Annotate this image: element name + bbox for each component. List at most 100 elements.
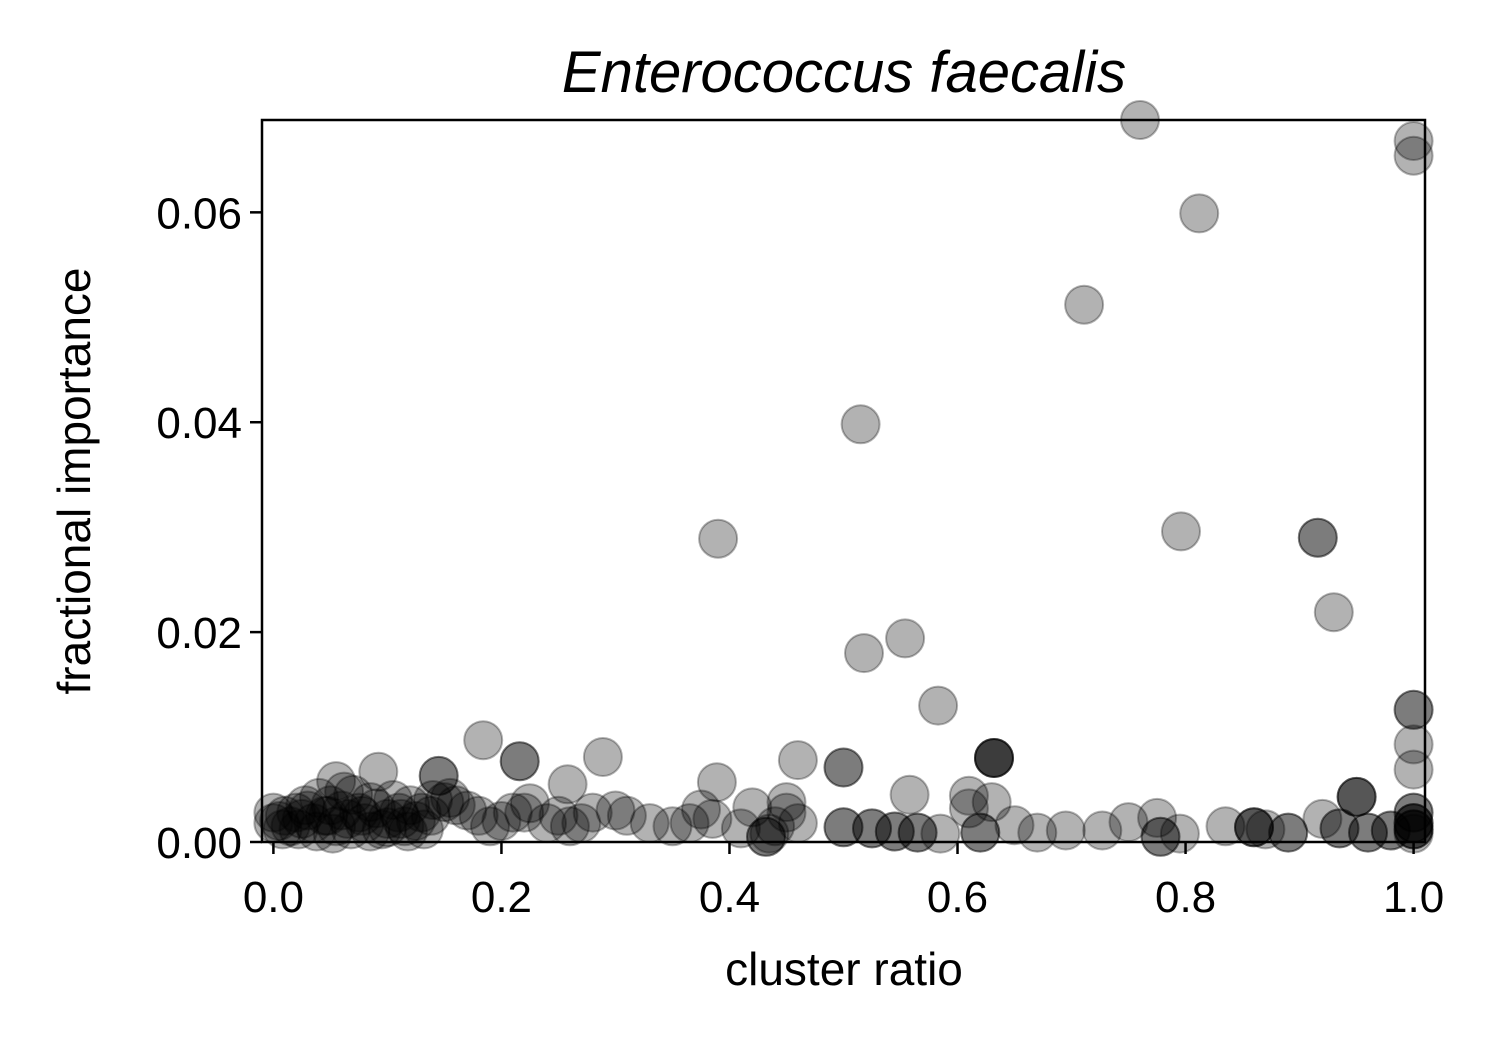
scatter-point [1268, 812, 1309, 853]
scatter-point [948, 775, 989, 816]
x-tick-label: 0.6 [927, 873, 988, 922]
scatter-point [330, 809, 371, 850]
scatter-point [1140, 816, 1181, 857]
scatter-point [308, 795, 349, 836]
scatter-point [1370, 810, 1411, 851]
scatter-point [270, 806, 311, 847]
scatter-point [321, 790, 362, 831]
scatter-point [324, 771, 365, 812]
scatter-point [1393, 135, 1434, 176]
scatter-point [994, 805, 1035, 846]
scatter-point [413, 780, 453, 820]
scatter-point [1234, 807, 1274, 848]
scatter-point [547, 764, 588, 805]
scatter-point [262, 809, 303, 850]
scatter-point [395, 801, 436, 841]
scatter-point [259, 801, 300, 841]
scatter-point [1336, 776, 1377, 817]
scatter-point [823, 807, 864, 848]
scatter-point [424, 782, 465, 823]
scatter-point [746, 816, 786, 857]
scatter-point [356, 788, 396, 829]
scatter-point [1234, 807, 1274, 848]
y-tick-label: 0.04 [156, 399, 242, 448]
scatter-point [971, 782, 1012, 823]
data-points [253, 100, 1434, 857]
x-tick-label: 0.8 [1155, 873, 1216, 922]
plot-frame [260, 118, 1427, 844]
scatter-point [418, 755, 459, 796]
scatter-point [1313, 592, 1354, 633]
scatter-point [582, 737, 623, 777]
scatter-point [1393, 792, 1434, 833]
scatter-point [338, 792, 379, 833]
scatter-point [367, 798, 408, 839]
scatter-point [1140, 816, 1181, 857]
x-tick-label: 0.4 [699, 873, 760, 922]
scatter-point [316, 806, 357, 847]
scatter-point [766, 792, 807, 833]
scatter-point [1205, 806, 1246, 847]
scatter-point [974, 738, 1014, 778]
scatter-point [285, 785, 326, 826]
scatter-point [299, 777, 339, 818]
scatter-point [823, 747, 864, 788]
scatter-point [509, 783, 550, 824]
scatter-point [918, 685, 959, 726]
scatter-point [1393, 749, 1434, 790]
scatter-point [732, 787, 773, 828]
scatter-point [499, 741, 540, 782]
scatter-point [373, 780, 414, 820]
x-axis: 0.0 0.2 0.4 0.6 0.8 1.0 [243, 842, 1444, 922]
scatter-point [350, 782, 391, 823]
scatter-point [920, 813, 961, 854]
scatter-point [378, 792, 419, 833]
scatter-point [572, 792, 613, 833]
x-tick-label: 0.0 [243, 873, 304, 922]
scatter-point [1179, 193, 1220, 234]
scatter-point [720, 808, 761, 849]
scatter-point [418, 755, 459, 796]
scatter-point [342, 795, 383, 836]
scatter-point [1082, 810, 1123, 851]
scatter-point [823, 747, 864, 788]
scatter-point [316, 761, 357, 802]
scatter-point [1393, 121, 1434, 161]
scatter-point [390, 785, 431, 826]
scatter-point [1234, 807, 1274, 848]
scatter-point [264, 795, 305, 836]
x-axis-label: cluster ratio [725, 943, 963, 995]
scatter-point [1297, 517, 1338, 558]
scatter-point [549, 806, 590, 847]
scatter-point [974, 738, 1014, 778]
scatter-point [1393, 724, 1434, 765]
scatter-point [1297, 517, 1338, 558]
chart-title: Enterococcus faecalis [562, 40, 1126, 105]
scatter-point [698, 518, 739, 559]
scatter-point [974, 738, 1014, 778]
scatter-point [1336, 776, 1377, 817]
scatter-point [755, 806, 796, 847]
scatter-point [844, 633, 884, 674]
scatter-point [401, 792, 442, 833]
scatter-point [333, 774, 374, 815]
scatter-point [1319, 808, 1360, 849]
scatter-point [384, 806, 425, 847]
scatter-point [458, 795, 499, 836]
y-axis-label: fractional importance [48, 268, 100, 695]
scatter-point [447, 790, 488, 831]
scatter-point [766, 782, 807, 823]
scatter-point [1161, 511, 1201, 552]
scatter-point [889, 774, 930, 815]
scatter-point [310, 785, 351, 826]
scatter-point [403, 809, 444, 850]
scatter-point [1064, 284, 1105, 325]
scatter-point [253, 792, 294, 833]
scatter-point [327, 798, 368, 839]
scatter-point [1245, 809, 1286, 850]
y-axis: 0.00 0.02 0.04 0.06 [156, 189, 262, 868]
scatter-point [1336, 776, 1377, 817]
scatter-point [361, 809, 402, 850]
scatter-point [974, 738, 1014, 778]
